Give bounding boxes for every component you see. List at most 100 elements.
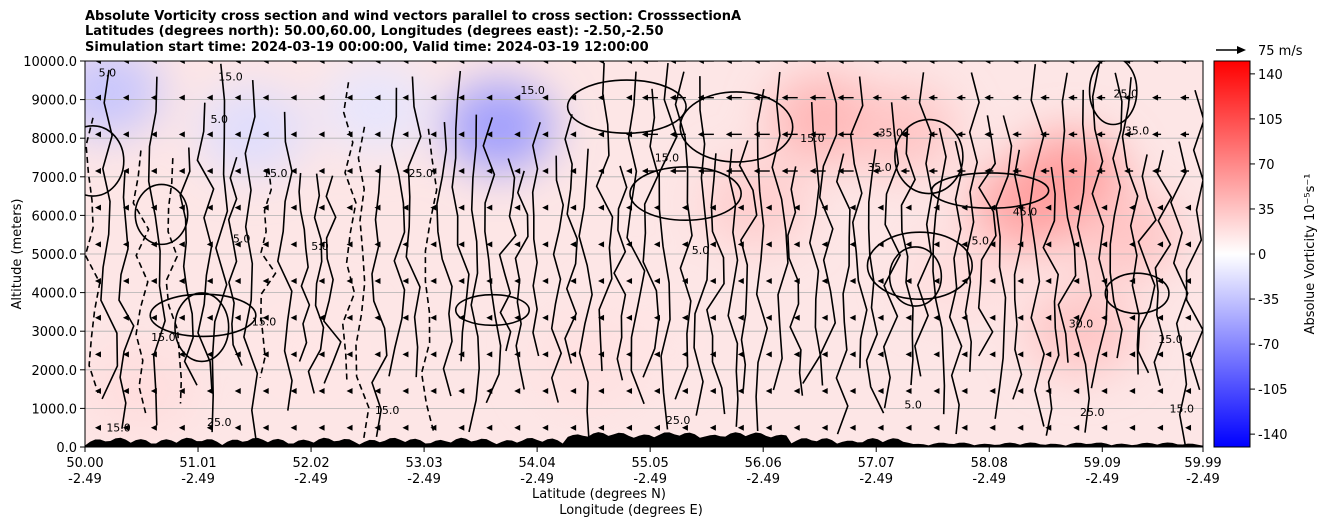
y-axis: 0.0 1000.0 2000.0 3000.0 4000.0 5000.0 6000.0 7… — [23, 55, 85, 456]
colorbar-tick-label: 70 — [1258, 158, 1275, 173]
wind-arrow — [150, 314, 157, 321]
wind-arrow — [290, 61, 297, 64]
wind-arrow — [697, 94, 704, 101]
wind-arrow — [262, 168, 269, 175]
x-tick-label-latitude: 55.05 — [632, 456, 669, 471]
wind-arrow — [290, 351, 297, 358]
wind-arrow — [122, 204, 129, 211]
wind-arrow — [206, 388, 213, 395]
wind-arrow — [1185, 388, 1192, 395]
wind-arrow — [346, 61, 353, 64]
wind-arrow — [1017, 204, 1024, 211]
wind-arrow — [178, 424, 185, 431]
wind-arrow — [928, 168, 935, 175]
wind-arrow — [570, 424, 577, 431]
wind-arrow — [765, 388, 772, 395]
colorbar-tick-label: 0 — [1258, 248, 1266, 263]
wind-arrow — [905, 388, 912, 395]
wind-arrow — [905, 278, 912, 285]
wind-arrow — [849, 424, 856, 431]
wind-arrow — [821, 424, 828, 431]
wind-arrow — [346, 204, 353, 211]
wind-arrow — [514, 351, 521, 358]
wind-arrow — [781, 168, 788, 175]
y-tick-label: 5000.0 — [32, 248, 78, 263]
wind-arrow — [821, 204, 828, 211]
wind-arrow — [542, 204, 549, 211]
wind-arrow — [262, 424, 269, 431]
wind-arrow — [709, 314, 716, 321]
contour-line — [420, 128, 438, 435]
wind-arrow — [1073, 204, 1080, 211]
wind-arrow — [542, 168, 549, 175]
wind-arrow — [961, 314, 968, 321]
contour-label: 30.0 — [1069, 317, 1094, 330]
wind-arrow — [872, 168, 879, 175]
plot-area: 15.0 15.0 15.0 15.0 25.0 15.0 15.0 15.0 35.0 35.0… — [84, 60, 1204, 448]
wind-arrow — [653, 351, 660, 358]
vorticity-cell — [85, 61, 163, 137]
wind-arrow — [989, 241, 996, 248]
contour-line — [147, 76, 166, 426]
contour-loop — [566, 79, 687, 134]
wind-arrow — [653, 424, 660, 431]
wind-arrow — [458, 314, 465, 321]
wind-arrow — [94, 278, 101, 285]
x-tick-label-latitude: 53.03 — [405, 456, 442, 471]
wind-arrow — [1096, 94, 1103, 101]
wind-arrow — [737, 351, 744, 358]
wind-arrow — [1073, 278, 1080, 285]
wind-arrow — [1073, 388, 1080, 395]
wind-arrow — [641, 131, 648, 138]
wind-arrow — [1124, 94, 1131, 101]
wind-arrow — [1157, 278, 1164, 285]
wind-arrow — [430, 314, 437, 321]
wind-arrow — [709, 424, 716, 431]
wind-arrow — [765, 204, 772, 211]
wind-arrow — [669, 168, 676, 175]
wind-arrow — [1073, 351, 1080, 358]
wind-arrow — [374, 388, 381, 395]
wind-arrow — [961, 388, 968, 395]
wind-arrow — [542, 61, 549, 64]
wind-arrow — [641, 61, 648, 64]
wind-arrow — [905, 351, 912, 358]
wind-arrow — [737, 424, 744, 431]
wind-arrow — [900, 94, 907, 101]
y-tick-label: 3000.0 — [32, 325, 78, 340]
wind-arrow — [1068, 168, 1075, 175]
contour-line — [1137, 154, 1157, 374]
wind-arrow — [178, 241, 185, 248]
y-axis-label: Altitude (meters) — [10, 199, 25, 310]
wind-arrow — [318, 388, 325, 395]
contour-line — [900, 128, 916, 386]
contour-line — [531, 121, 541, 357]
wind-arrow — [849, 241, 856, 248]
wind-arrow — [837, 168, 844, 175]
wind-arrow — [781, 94, 788, 101]
wind-arrow — [681, 351, 688, 358]
x-tick-label-latitude: 51.01 — [179, 456, 216, 471]
x-tick-label-latitude: 59.09 — [1084, 456, 1121, 471]
contour-line — [706, 153, 726, 415]
wind-arrow — [458, 61, 465, 64]
wind-arrow — [318, 424, 325, 431]
wind-arrow — [1096, 168, 1103, 175]
wind-arrow — [318, 204, 325, 211]
wind-arrow — [641, 168, 648, 175]
contour-label: 25.0 — [666, 414, 691, 427]
wind-arrow — [122, 314, 129, 321]
contour-labels: 15.0 15.0 15.0 15.0 25.0 15.0 15.0 15.0 35.0 35.0… — [99, 66, 1194, 434]
wind-arrow — [956, 94, 963, 101]
wind-arrow — [877, 424, 884, 431]
wind-arrow — [709, 204, 716, 211]
wind-arrow — [1157, 241, 1164, 248]
wind-arrow — [1152, 131, 1159, 138]
wind-arrow — [514, 241, 521, 248]
contour-label: 25.0 — [1080, 406, 1105, 419]
wind-arrow — [598, 314, 605, 321]
wind-arrow — [849, 278, 856, 285]
wind-arrow — [837, 131, 844, 138]
contour-loop — [894, 118, 964, 195]
wind-arrow — [809, 94, 816, 101]
